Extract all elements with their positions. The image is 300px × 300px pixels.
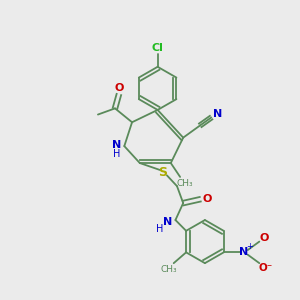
Text: N: N [239, 248, 248, 257]
Text: CH₃: CH₃ [161, 265, 177, 274]
Text: S: S [159, 166, 168, 179]
Text: N: N [112, 140, 121, 150]
Text: H: H [113, 149, 120, 159]
Text: O: O [114, 82, 124, 93]
Text: Cl: Cl [152, 43, 164, 53]
Text: +: + [246, 242, 253, 251]
Text: O: O [202, 194, 212, 204]
Text: N: N [163, 217, 172, 226]
Text: O: O [259, 233, 269, 243]
Text: N: N [213, 109, 222, 119]
Text: O⁻: O⁻ [258, 263, 273, 273]
Text: CH₃: CH₃ [176, 178, 193, 188]
Text: H: H [156, 224, 164, 234]
